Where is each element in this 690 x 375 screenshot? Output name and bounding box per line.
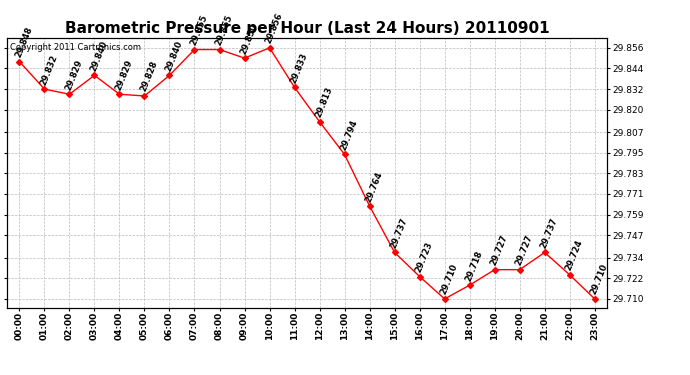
- Text: 29.764: 29.764: [364, 170, 384, 203]
- Text: 29.848: 29.848: [14, 26, 34, 59]
- Text: 29.723: 29.723: [414, 240, 435, 274]
- Text: 29.737: 29.737: [539, 216, 560, 250]
- Text: 29.794: 29.794: [339, 118, 359, 152]
- Text: 29.850: 29.850: [239, 22, 259, 56]
- Text: 29.840: 29.840: [164, 39, 184, 72]
- Text: 29.710: 29.710: [589, 263, 609, 296]
- Text: 29.718: 29.718: [464, 249, 484, 282]
- Text: 29.813: 29.813: [314, 86, 335, 119]
- Text: 29.828: 29.828: [139, 60, 159, 93]
- Text: 29.833: 29.833: [289, 51, 309, 85]
- Text: 29.829: 29.829: [114, 58, 135, 92]
- Text: 29.737: 29.737: [389, 216, 409, 250]
- Text: 29.832: 29.832: [39, 53, 59, 86]
- Text: 29.855: 29.855: [189, 13, 209, 47]
- Text: 29.710: 29.710: [439, 263, 460, 296]
- Text: 29.855: 29.855: [214, 13, 235, 47]
- Text: Copyright 2011 Cartronics.com: Copyright 2011 Cartronics.com: [10, 43, 141, 52]
- Text: 29.829: 29.829: [64, 58, 84, 92]
- Text: 29.727: 29.727: [514, 234, 535, 267]
- Text: 29.727: 29.727: [489, 234, 509, 267]
- Text: 29.724: 29.724: [564, 238, 584, 272]
- Title: Barometric Pressure per Hour (Last 24 Hours) 20110901: Barometric Pressure per Hour (Last 24 Ho…: [65, 21, 549, 36]
- Text: 29.840: 29.840: [89, 39, 109, 72]
- Text: 29.856: 29.856: [264, 12, 284, 45]
